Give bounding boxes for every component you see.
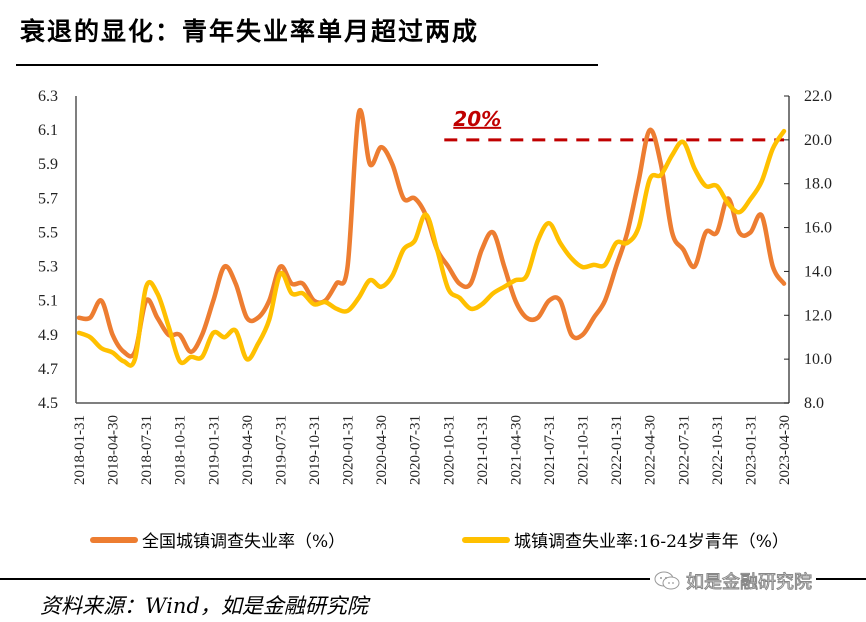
x-tick-label: 2022-07-31 xyxy=(676,415,692,485)
y-right-tick-label: 20.0 xyxy=(804,132,832,149)
x-tick-label: 2020-10-31 xyxy=(441,415,457,485)
y-right-tick-label: 12.0 xyxy=(804,307,832,324)
y-right-tick-label: 10.0 xyxy=(804,351,832,368)
source-note: 资料来源：Wind，如是金融研究院 xyxy=(40,594,368,618)
x-tick-label: 2019-10-31 xyxy=(307,415,323,485)
x-tick-label: 2023-04-30 xyxy=(777,415,793,485)
x-tick-label: 2021-07-31 xyxy=(542,415,558,485)
x-tick-label: 2018-04-30 xyxy=(106,415,122,485)
y-left-tick-label: 5.7 xyxy=(38,190,58,207)
x-tick-label: 2021-04-30 xyxy=(508,415,524,485)
x-tick-label: 2022-10-31 xyxy=(710,415,726,485)
x-tick-label: 2023-01-31 xyxy=(743,415,759,485)
title-divider xyxy=(16,64,598,66)
legend-label-youth: 城镇调查失业率:16-24岁青年（%） xyxy=(514,532,789,552)
watermark: 如是金融研究院 xyxy=(650,568,816,594)
wechat-icon xyxy=(654,571,680,590)
x-tick-label: 2020-07-31 xyxy=(408,415,424,485)
y-right-tick-label: 22.0 xyxy=(804,88,832,105)
y-left-tick-label: 6.1 xyxy=(38,122,58,139)
legend-item-youth[interactable]: 城镇调查失业率:16-24岁青年（%） xyxy=(462,527,789,552)
x-tick-label: 2018-07-31 xyxy=(139,415,155,485)
y-right-tick-label: 8.0 xyxy=(804,395,824,412)
x-tick-label: 2022-01-31 xyxy=(609,415,625,485)
legend-swatch-national xyxy=(90,536,138,543)
x-tick-label: 2022-04-30 xyxy=(643,415,659,485)
y-left-tick-label: 4.7 xyxy=(38,361,58,378)
x-tick-label: 2018-10-31 xyxy=(173,415,189,485)
y-left-tick-label: 4.9 xyxy=(38,327,58,344)
x-tick-label: 2021-01-31 xyxy=(475,415,491,485)
x-tick-label: 2019-04-30 xyxy=(240,415,256,485)
y-right-tick-label: 14.0 xyxy=(804,263,832,280)
watermark-text: 如是金融研究院 xyxy=(686,572,813,594)
x-tick-label: 2019-01-31 xyxy=(206,415,222,485)
chart-title: 衰退的显化：青年失业率单月超过两成 xyxy=(20,17,480,46)
x-tick-label: 2018-01-31 xyxy=(72,415,88,485)
y-left-tick-label: 5.9 xyxy=(38,156,58,173)
legend-label-national: 全国城镇调查失业率（%） xyxy=(142,532,346,552)
y-right-tick-label: 18.0 xyxy=(804,176,832,193)
chart-area: 6.3 6.1 5.9 5.7 5.5 5.3 5.1 4.9 4.7 4.5 22.0 20.0 1… xyxy=(38,88,832,485)
source-divider xyxy=(0,578,866,580)
y-left-tick-label: 6.3 xyxy=(38,88,58,105)
x-tick-label: 2021-10-31 xyxy=(576,415,592,485)
threshold-20pct-label: 20% xyxy=(453,107,501,131)
y-right-tick-label: 16.0 xyxy=(804,220,832,237)
legend-swatch-youth xyxy=(462,536,510,543)
x-tick-label: 2020-04-30 xyxy=(374,415,390,485)
legend-item-national[interactable]: 全国城镇调查失业率（%） xyxy=(90,527,345,552)
x-tick-label: 2020-01-31 xyxy=(341,415,357,485)
x-tick-label: 2019-07-31 xyxy=(273,415,289,485)
y-left-tick-label: 5.1 xyxy=(38,293,58,310)
series-line-youth xyxy=(76,128,787,368)
y-left-tick-label: 5.3 xyxy=(38,259,58,276)
y-left-tick-label: 5.5 xyxy=(38,224,58,241)
y-left-tick-label: 4.5 xyxy=(38,395,58,412)
